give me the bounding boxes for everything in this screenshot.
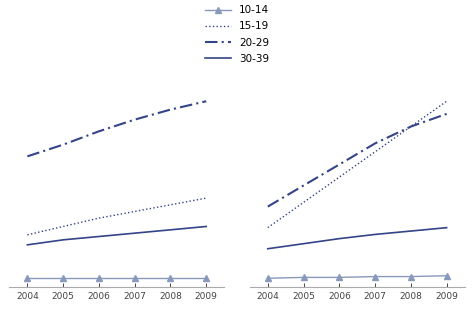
Legend: 10-14, 15-19, 20-29, 30-39: 10-14, 15-19, 20-29, 30-39 — [205, 5, 269, 64]
